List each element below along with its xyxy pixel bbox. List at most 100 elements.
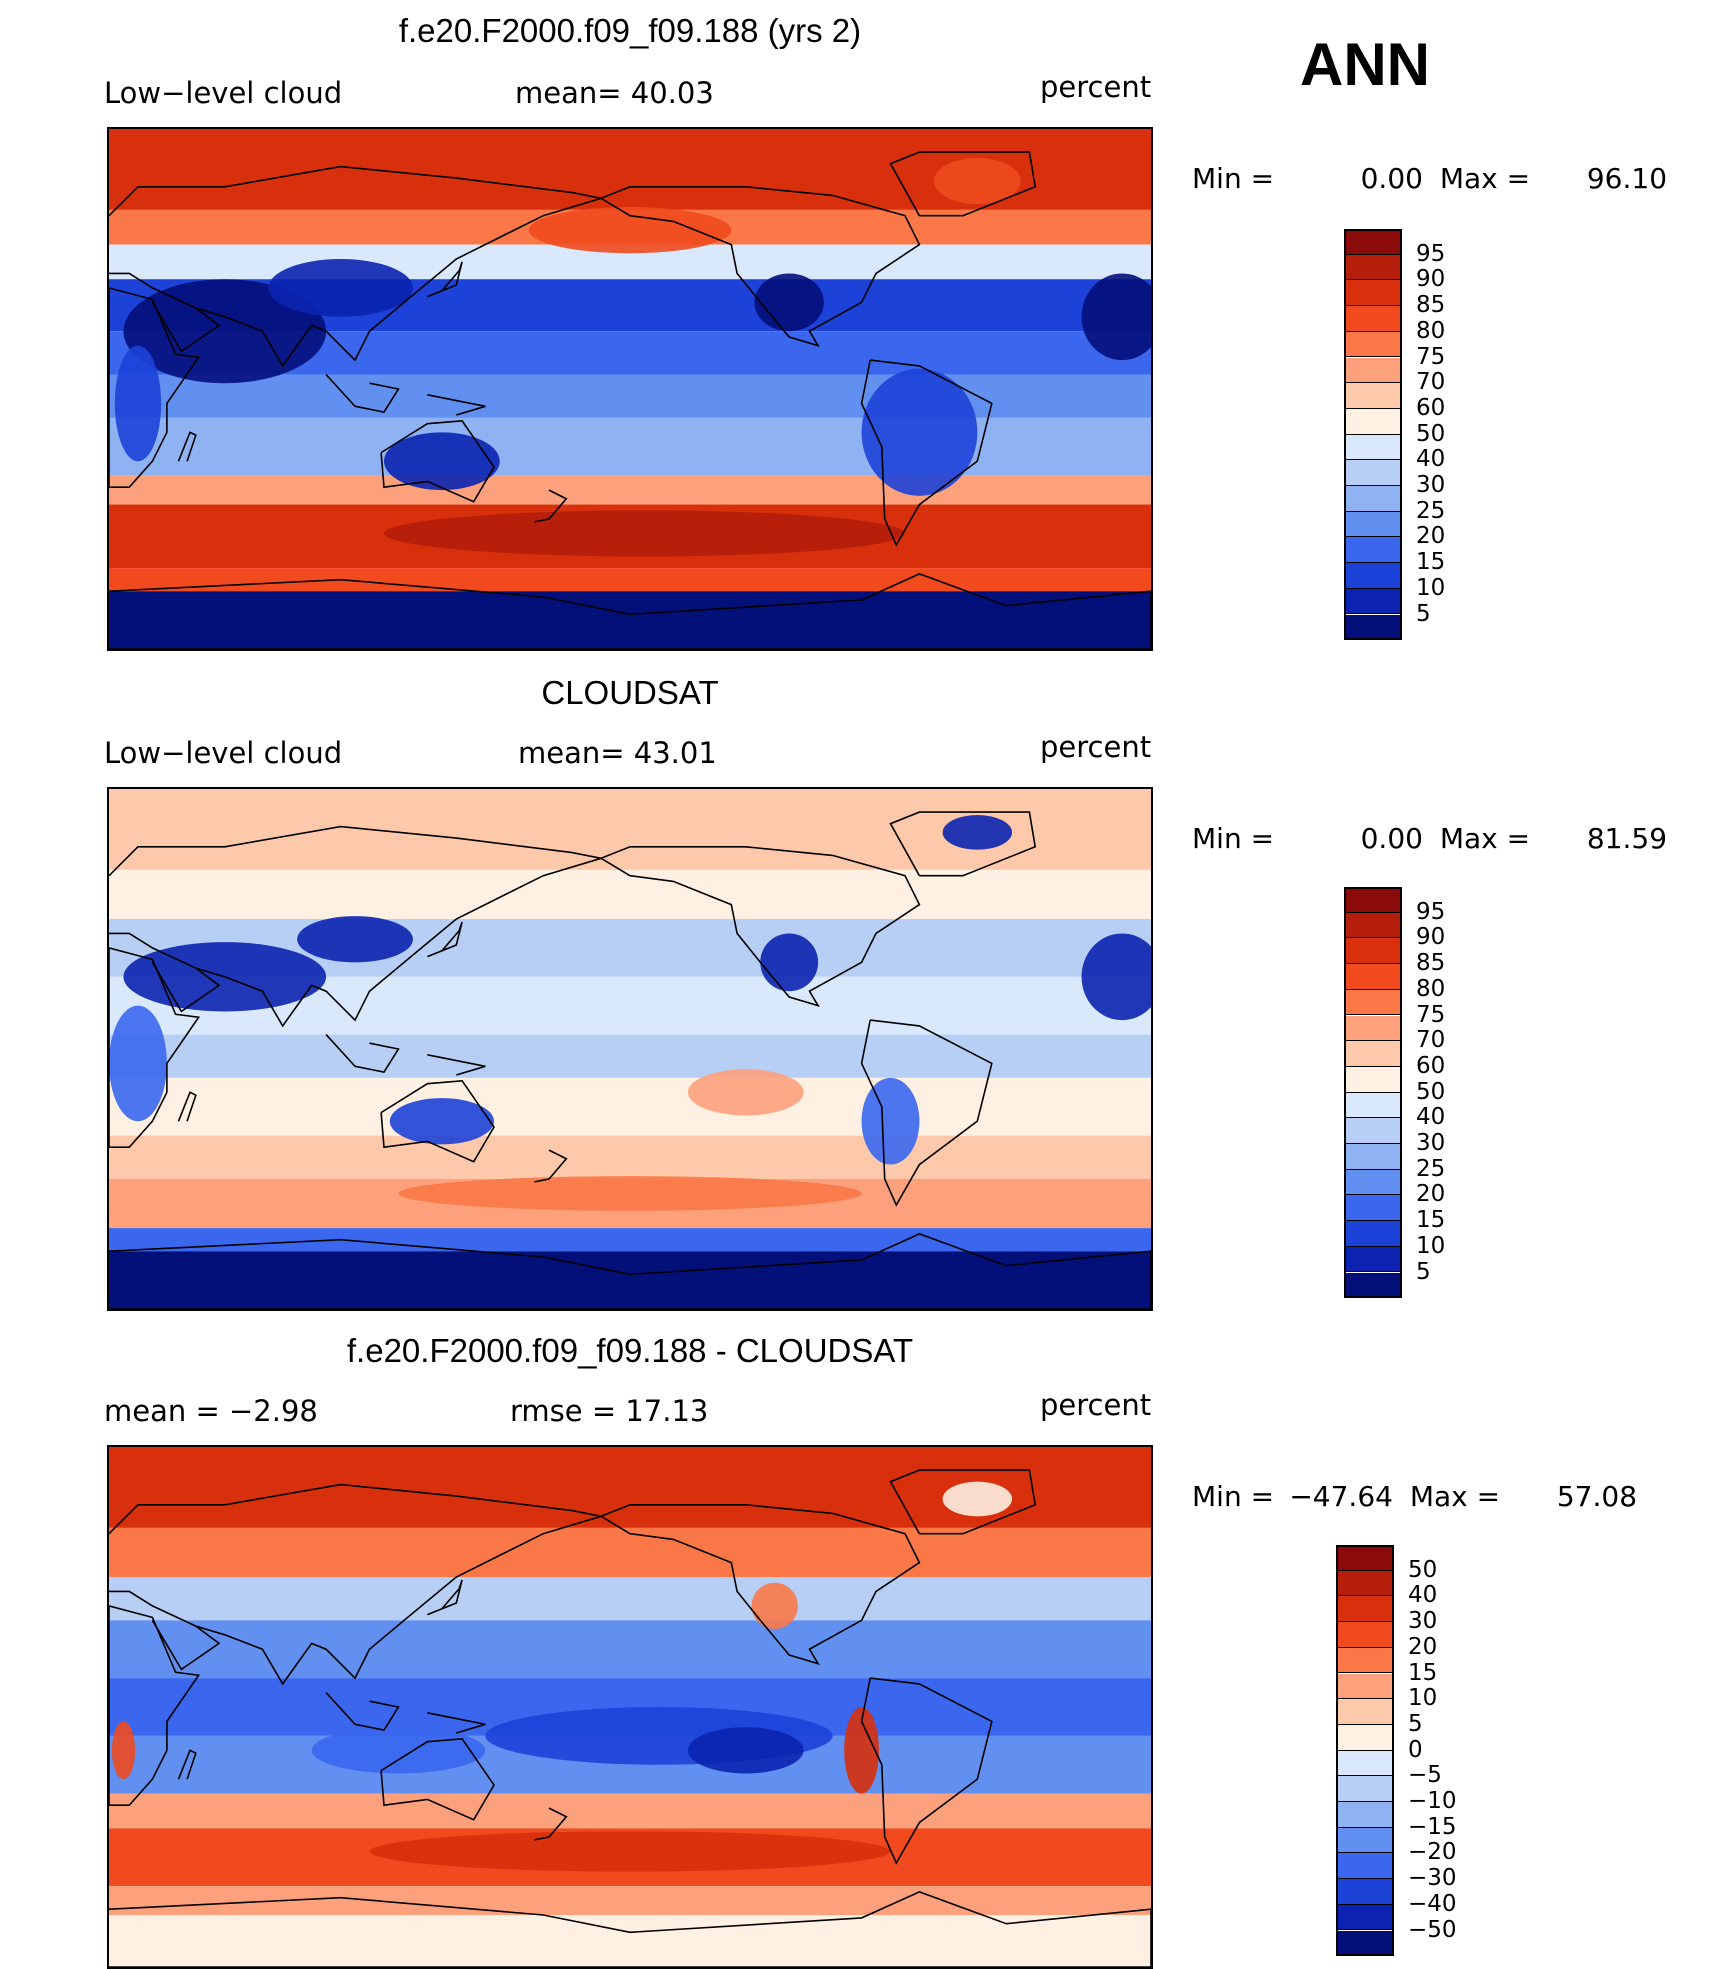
colorbar-swatch	[1344, 357, 1402, 384]
colorbar-swatch	[1344, 1015, 1402, 1042]
map-field	[109, 789, 1151, 1309]
field-band	[109, 1577, 1151, 1621]
coastline	[177, 1091, 197, 1122]
colorbar-swatch	[1336, 1647, 1394, 1674]
colorbar-swatch	[1344, 1066, 1402, 1093]
coastline	[427, 1712, 486, 1734]
colorbar-label: 75	[1416, 1001, 1446, 1028]
colorbar-label: 15	[1416, 1207, 1446, 1234]
colorbar-label: 40	[1408, 1582, 1438, 1609]
panel-3-minmax: Min = −47.64 Max = 57.08	[1192, 1480, 1637, 1513]
coastline	[380, 1737, 495, 1821]
panel-1-map-svg	[109, 129, 1151, 649]
colorbar-label: −40	[1408, 1890, 1457, 1917]
colorbar-label: 70	[1416, 369, 1446, 396]
field-band	[109, 1915, 1151, 1967]
colorbar-swatch	[1336, 1853, 1394, 1880]
coastline	[177, 431, 197, 462]
coastline	[889, 1469, 1037, 1535]
panel-1-map	[107, 127, 1153, 651]
coastline	[380, 1079, 495, 1163]
colorbar-swatch	[1336, 1802, 1394, 1828]
coastline	[109, 573, 1151, 649]
panel-2-variable: Low−level cloud	[104, 736, 343, 770]
colorbar-swatch	[1344, 280, 1402, 307]
field-band	[109, 591, 1151, 649]
field-blob	[687, 1727, 804, 1774]
panel-3-rmse: rmse = 17.13	[510, 1394, 709, 1428]
map-field	[109, 1447, 1151, 1967]
field-blob	[1081, 273, 1151, 361]
colorbar-label: 30	[1416, 472, 1446, 498]
field-blob	[933, 157, 1021, 205]
colorbar-swatch	[1336, 1904, 1394, 1931]
colorbar-label: 30	[1416, 1130, 1446, 1156]
field-blob	[942, 815, 1013, 850]
field-band	[109, 475, 1151, 505]
colorbar-swatch	[1344, 1195, 1402, 1222]
field-blob	[528, 207, 732, 254]
colorbar-label: 90	[1416, 924, 1446, 951]
field-band	[109, 1527, 1151, 1577]
colorbar-label: 15	[1416, 549, 1446, 576]
field-blob	[754, 273, 824, 332]
field-band	[109, 869, 1151, 919]
coastline	[427, 921, 463, 958]
colorbar-swatch	[1336, 1673, 1394, 1700]
colorbar-swatch	[1344, 588, 1402, 615]
colorbar-swatch	[1336, 1724, 1394, 1751]
coastline	[109, 1605, 201, 1806]
colorbar-label: 50	[1408, 1556, 1438, 1583]
coastline	[600, 1504, 921, 1666]
field-blob	[861, 368, 978, 496]
coastline	[600, 846, 921, 1008]
field-blob	[1081, 933, 1151, 1021]
coastline	[889, 811, 1037, 877]
coastline	[534, 1807, 568, 1841]
colorbar-label: 50	[1416, 420, 1446, 447]
panel-2-max-label: Max =	[1439, 822, 1531, 855]
map-field	[109, 129, 1151, 649]
colorbar-label: 40	[1416, 446, 1446, 473]
colorbar-label: 20	[1408, 1633, 1438, 1660]
panel-3-mean: mean = −2.98	[104, 1394, 318, 1428]
colorbar-swatch	[1344, 1118, 1402, 1144]
field-blob	[109, 1005, 167, 1122]
coastline	[427, 394, 486, 416]
coastline	[325, 1034, 400, 1073]
coastline	[109, 947, 201, 1148]
colorbar-swatch	[1344, 383, 1402, 409]
colorbar-swatch	[1336, 1596, 1394, 1623]
panel-1-units: percent	[1040, 70, 1152, 104]
colorbar-frame	[1344, 887, 1402, 1299]
field-blob	[751, 1582, 798, 1629]
colorbar-label: 5	[1408, 1710, 1423, 1737]
coastline	[427, 261, 463, 298]
field-band	[109, 1793, 1151, 1829]
coastline	[325, 1692, 400, 1731]
coastlines	[109, 811, 1151, 1309]
panel-1-max-value: 96.10	[1586, 162, 1668, 195]
field-band	[109, 1077, 1151, 1136]
panel-2-units: percent	[1040, 730, 1152, 764]
colorbar-swatch	[1336, 1879, 1394, 1905]
field-blob	[861, 1077, 920, 1165]
colorbar-swatch	[1336, 1827, 1394, 1854]
colorbar-label: −10	[1408, 1788, 1457, 1814]
colorbar-label: 80	[1416, 317, 1446, 344]
colorbar-swatch	[1344, 486, 1402, 512]
colorbar-swatch	[1344, 1092, 1402, 1119]
field-band	[109, 374, 1151, 418]
colorbar-swatch	[1344, 1144, 1402, 1170]
panel-1-title: f.e20.F2000.f09_f09.188 (yrs 2)	[398, 12, 862, 49]
colorbar-label: 20	[1416, 523, 1446, 550]
colorbar-label: 85	[1416, 950, 1446, 977]
colorbar-label: 25	[1416, 1155, 1446, 1182]
colorbar-swatch	[1336, 1570, 1394, 1597]
coastline	[427, 1579, 463, 1616]
field-blob	[844, 1707, 879, 1794]
coastline	[534, 1149, 568, 1183]
colorbar-swatch	[1344, 511, 1402, 538]
field-blob	[297, 916, 413, 963]
colorbar-swatch	[1344, 408, 1402, 435]
